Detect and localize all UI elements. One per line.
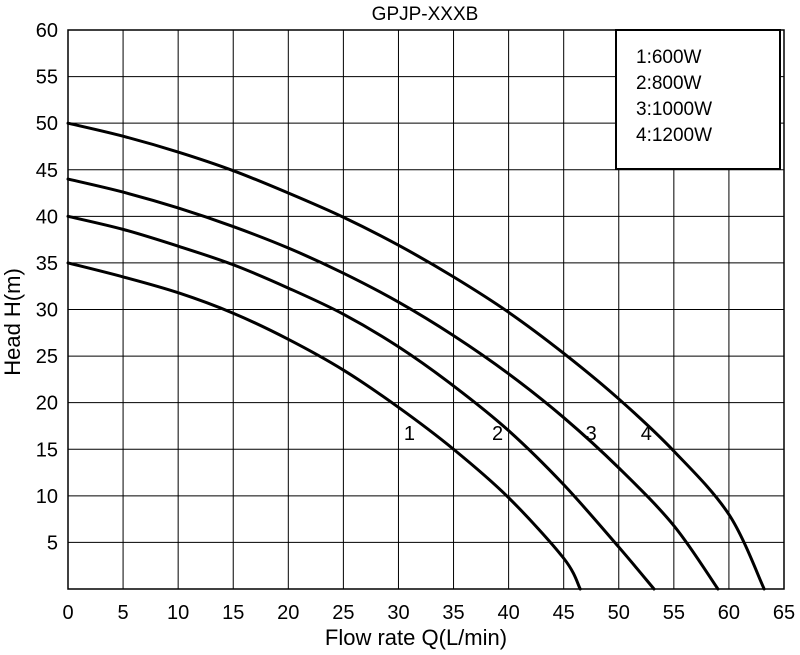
x-tick-label: 10 [167, 602, 189, 624]
y-tick-label: 50 [36, 113, 58, 135]
x-tick-label: 45 [553, 602, 575, 624]
x-tick-label: 35 [442, 602, 464, 624]
curve-1 [66, 261, 582, 591]
plot-frame [67, 29, 785, 590]
y-tick-label: 25 [36, 346, 58, 368]
legend: 1:600W 2:800W 3:1000W 4:1200W [615, 29, 781, 170]
legend-entry-1: 1:600W [636, 47, 702, 68]
y-axis-title: Head H(m) [0, 268, 25, 376]
curve-4 [66, 121, 766, 591]
curve-label-4: 4 [641, 423, 652, 445]
y-tick-label: 40 [36, 206, 58, 228]
x-tick-label: 15 [222, 602, 244, 624]
legend-entry-3: 3:1000W [636, 99, 712, 120]
y-tick-label: 5 [47, 532, 58, 554]
curves [66, 121, 766, 591]
x-tick-label: 65 [773, 602, 795, 624]
x-tick-label: 5 [118, 602, 129, 624]
y-tick-label: 45 [36, 160, 58, 182]
x-tick-label: 55 [663, 602, 685, 624]
y-tick-label: 35 [36, 253, 58, 275]
y-tick-label: 60 [36, 20, 58, 42]
x-tick-labels: 0 5 10 15 20 25 30 35 40 45 50 55 60 65 [62, 602, 795, 624]
x-tick-label: 60 [718, 602, 740, 624]
x-tick-label: 40 [497, 602, 519, 624]
y-tick-label: 15 [36, 439, 58, 461]
curve-3 [66, 177, 720, 591]
legend-entry-2: 2:800W [636, 73, 702, 94]
x-tick-label: 30 [387, 602, 409, 624]
y-tick-label: 20 [36, 393, 58, 415]
x-tick-label: 25 [332, 602, 354, 624]
y-tick-label: 30 [36, 300, 58, 322]
curve-labels: 1 2 3 4 [404, 423, 652, 445]
curve-label-3: 3 [586, 423, 597, 445]
x-axis-title: Flow rate Q(L/min) [325, 625, 507, 650]
curve-label-2: 2 [492, 423, 503, 445]
legend-box [615, 29, 781, 170]
y-tick-label: 55 [36, 67, 58, 89]
curve-label-1: 1 [404, 423, 415, 445]
curve-2 [66, 214, 656, 591]
y-tick-label: 10 [36, 486, 58, 508]
y-tick-labels: 5 10 15 20 25 30 35 40 45 50 55 60 [36, 20, 58, 554]
x-tick-label: 50 [608, 602, 630, 624]
legend-entry-4: 4:1200W [636, 125, 712, 146]
x-tick-label: 20 [277, 602, 299, 624]
x-tick-label: 0 [62, 602, 73, 624]
chart-title: GPJP-XXXB [372, 4, 479, 25]
